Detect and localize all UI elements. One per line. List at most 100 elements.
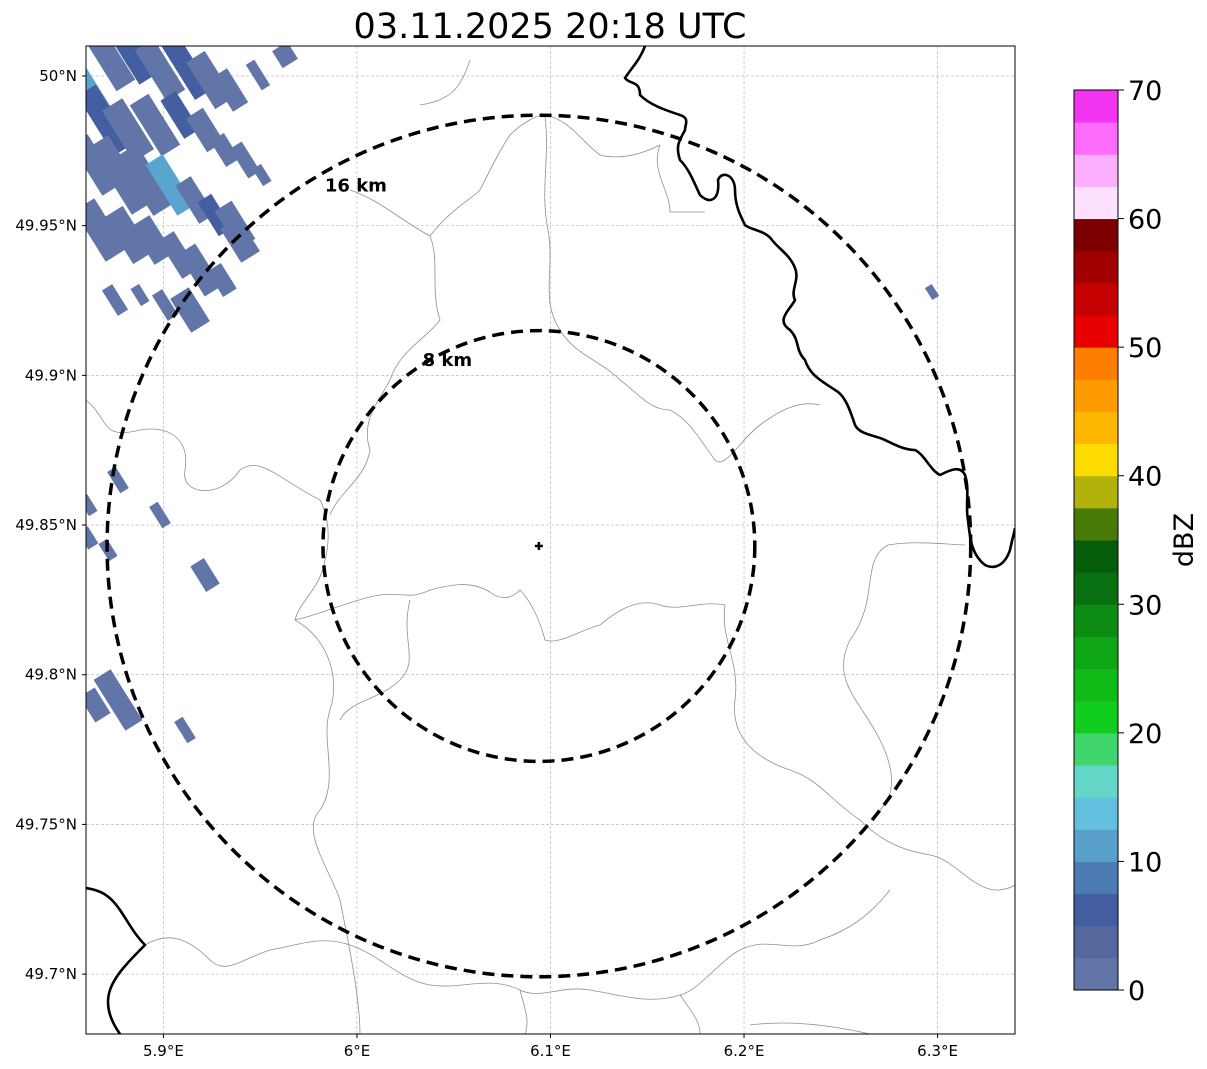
echo-cell bbox=[211, 68, 249, 112]
echo-cell bbox=[93, 669, 143, 731]
admin-line bbox=[929, 854, 1015, 891]
colorbar-tick-label: 60 bbox=[1128, 205, 1162, 236]
range-ring-label: 16 km bbox=[325, 176, 387, 197]
echo-cell bbox=[190, 558, 220, 592]
longitude-tick-labels: 5.9°E 6°E 6.1°E 6.2°E 6.3°E bbox=[143, 1034, 958, 1060]
colorbar-tick-label: 70 bbox=[1128, 76, 1162, 107]
lat-tick-label: 49.9°N bbox=[25, 366, 77, 384]
latitude-tick-labels: 50°N 49.95°N 49.9°N 49.85°N 49.8°N 49.75°N 49.… bbox=[15, 67, 86, 983]
lon-tick-label: 6.1°E bbox=[530, 1042, 571, 1060]
admin-line bbox=[723, 604, 931, 856]
radar-echoes bbox=[86, 46, 940, 744]
echo-cell bbox=[186, 50, 234, 110]
echo-cell bbox=[86, 46, 136, 92]
range-ring-label: 8 km bbox=[423, 350, 473, 371]
colorbar-label: dBZ bbox=[1169, 513, 1200, 567]
echo-cell bbox=[89, 135, 151, 215]
colorbar-bin bbox=[1074, 379, 1118, 412]
colorbar-bin bbox=[1074, 154, 1118, 187]
colorbar: 0 10 20 30 40 50 60 70 dBZ bbox=[1073, 76, 1200, 1007]
map-panel[interactable]: 8 km 16 km bbox=[71, 25, 1016, 1035]
border-line bbox=[86, 886, 147, 1034]
colorbar-tick-label: 0 bbox=[1128, 976, 1145, 1007]
colorbar-tick-label: 50 bbox=[1128, 333, 1162, 364]
lat-tick-label: 49.95°N bbox=[15, 217, 77, 235]
echo-cell bbox=[178, 243, 222, 297]
colorbar-bin bbox=[1074, 765, 1118, 798]
colorbar-bin bbox=[1074, 925, 1118, 959]
echo-cell bbox=[86, 198, 127, 262]
colorbar-bin bbox=[1074, 507, 1118, 541]
echo-cell bbox=[104, 205, 152, 265]
colorbar-bin bbox=[1074, 797, 1118, 830]
echo-cell bbox=[130, 215, 174, 265]
admin-line bbox=[349, 189, 431, 237]
colorbar-bin bbox=[1074, 636, 1118, 670]
range-ring-labels: 8 km 16 km bbox=[325, 176, 472, 371]
colorbar-bin bbox=[1074, 411, 1118, 445]
colorbar-bin bbox=[1074, 90, 1118, 123]
figure-title: 03.11.2025 20:18 UTC bbox=[354, 7, 747, 47]
map-background bbox=[86, 46, 1015, 1034]
border-line bbox=[623, 46, 1015, 569]
echo-cell bbox=[207, 263, 237, 297]
lat-tick-label: 50°N bbox=[39, 67, 77, 85]
echo-cell bbox=[86, 526, 99, 550]
radar-site-marker bbox=[534, 541, 543, 550]
colorbar-bin bbox=[1074, 186, 1118, 220]
admin-line bbox=[679, 994, 701, 1034]
admin-line bbox=[519, 989, 528, 1034]
colorbar-bin bbox=[1074, 700, 1118, 734]
colorbar-bin bbox=[1074, 957, 1118, 991]
lat-tick-label: 49.75°N bbox=[15, 815, 77, 833]
lon-tick-label: 6.2°E bbox=[724, 1042, 765, 1060]
colorbar-bin bbox=[1074, 732, 1118, 766]
colorbar-bin bbox=[1074, 475, 1118, 509]
admin-line bbox=[294, 619, 361, 1034]
lat-tick-label: 49.7°N bbox=[25, 965, 77, 983]
lat-tick-label: 49.8°N bbox=[25, 666, 77, 684]
admin-line bbox=[544, 114, 821, 463]
echo-cell bbox=[151, 289, 179, 321]
echo-cell bbox=[149, 501, 171, 529]
echo-cell bbox=[101, 284, 129, 316]
echo-cell bbox=[220, 217, 260, 263]
colorbar-tick-label: 10 bbox=[1128, 847, 1162, 878]
colorbar-bin bbox=[1074, 218, 1118, 252]
colorbar-bin bbox=[1074, 604, 1118, 637]
echo-cell bbox=[145, 154, 195, 216]
admin-boundaries bbox=[86, 59, 1015, 1034]
colorbar-bin bbox=[1074, 282, 1118, 316]
colorbar-bin bbox=[1074, 668, 1118, 702]
colorbar-bin bbox=[1074, 122, 1118, 155]
echo-cell bbox=[86, 493, 98, 517]
colorbar-tick-label: 30 bbox=[1128, 590, 1162, 621]
echo-cell bbox=[924, 283, 940, 301]
echo-cell bbox=[160, 91, 200, 139]
admin-line bbox=[656, 144, 705, 213]
echo-cell bbox=[157, 46, 213, 100]
country-borders bbox=[86, 46, 1015, 1034]
echo-cell bbox=[174, 716, 196, 744]
admin-line bbox=[544, 114, 661, 158]
colorbar-bins bbox=[1074, 90, 1118, 991]
colorbar-bin bbox=[1074, 829, 1118, 862]
echo-cell bbox=[130, 283, 150, 307]
colorbar-tick-label: 40 bbox=[1128, 462, 1162, 493]
range-rings bbox=[105, 113, 973, 979]
lon-tick-label: 6°E bbox=[344, 1042, 371, 1060]
admin-line bbox=[429, 114, 546, 237]
admin-line bbox=[843, 544, 892, 811]
echo-cell bbox=[134, 46, 186, 102]
echo-cell bbox=[170, 287, 210, 333]
lon-tick-label: 6.3°E bbox=[917, 1042, 958, 1060]
colorbar-ticks: 0 10 20 30 40 50 60 70 bbox=[1118, 76, 1162, 1007]
echo-cell bbox=[245, 59, 271, 91]
colorbar-bin bbox=[1074, 250, 1118, 284]
colorbar-bin bbox=[1074, 347, 1118, 380]
admin-line bbox=[86, 399, 726, 642]
admin-line bbox=[419, 59, 471, 106]
echo-cell bbox=[86, 134, 120, 196]
colorbar-frame bbox=[1073, 89, 1119, 991]
